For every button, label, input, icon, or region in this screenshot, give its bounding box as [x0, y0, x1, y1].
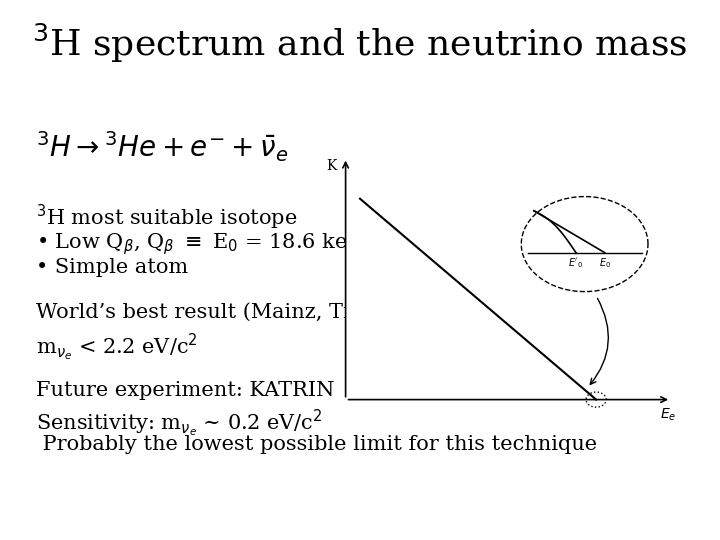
- Text: $E_0$: $E_0$: [599, 256, 611, 271]
- Text: $^{3}$H spectrum and the neutrino mass: $^{3}$H spectrum and the neutrino mass: [32, 22, 688, 65]
- Text: $^{3}$H most suitable isotope: $^{3}$H most suitable isotope: [36, 202, 297, 232]
- Text: Future experiment: KATRIN: Future experiment: KATRIN: [36, 381, 334, 400]
- Text: $E'_0$: $E'_0$: [569, 256, 583, 271]
- Text: • Simple atom: • Simple atom: [36, 258, 188, 277]
- Text: Sensitivity: m$_{\nu_e}$ ~ 0.2 eV/c$^{2}$: Sensitivity: m$_{\nu_e}$ ~ 0.2 eV/c$^{2}…: [36, 408, 323, 439]
- Text: K: K: [326, 159, 336, 173]
- Text: • Low Q$_{\beta}$, Q$_{\beta}$ $\equiv$ E$_{0}$ = 18.6 keV: • Low Q$_{\beta}$, Q$_{\beta}$ $\equiv$ …: [36, 231, 364, 257]
- Text: $^{3}H \rightarrow {}^{3}He + e^{-} + \bar{\nu}_{e}$: $^{3}H \rightarrow {}^{3}He + e^{-} + \b…: [36, 130, 288, 164]
- Text: World’s best result (Mainz, Troitsk): World’s best result (Mainz, Troitsk): [36, 302, 413, 321]
- Text: $E_{e}$: $E_{e}$: [660, 407, 676, 423]
- Text: Probably the lowest possible limit for this technique: Probably the lowest possible limit for t…: [36, 435, 597, 454]
- Text: m$_{\nu_e}$ < 2.2 eV/c$^{2}$: m$_{\nu_e}$ < 2.2 eV/c$^{2}$: [36, 332, 198, 363]
